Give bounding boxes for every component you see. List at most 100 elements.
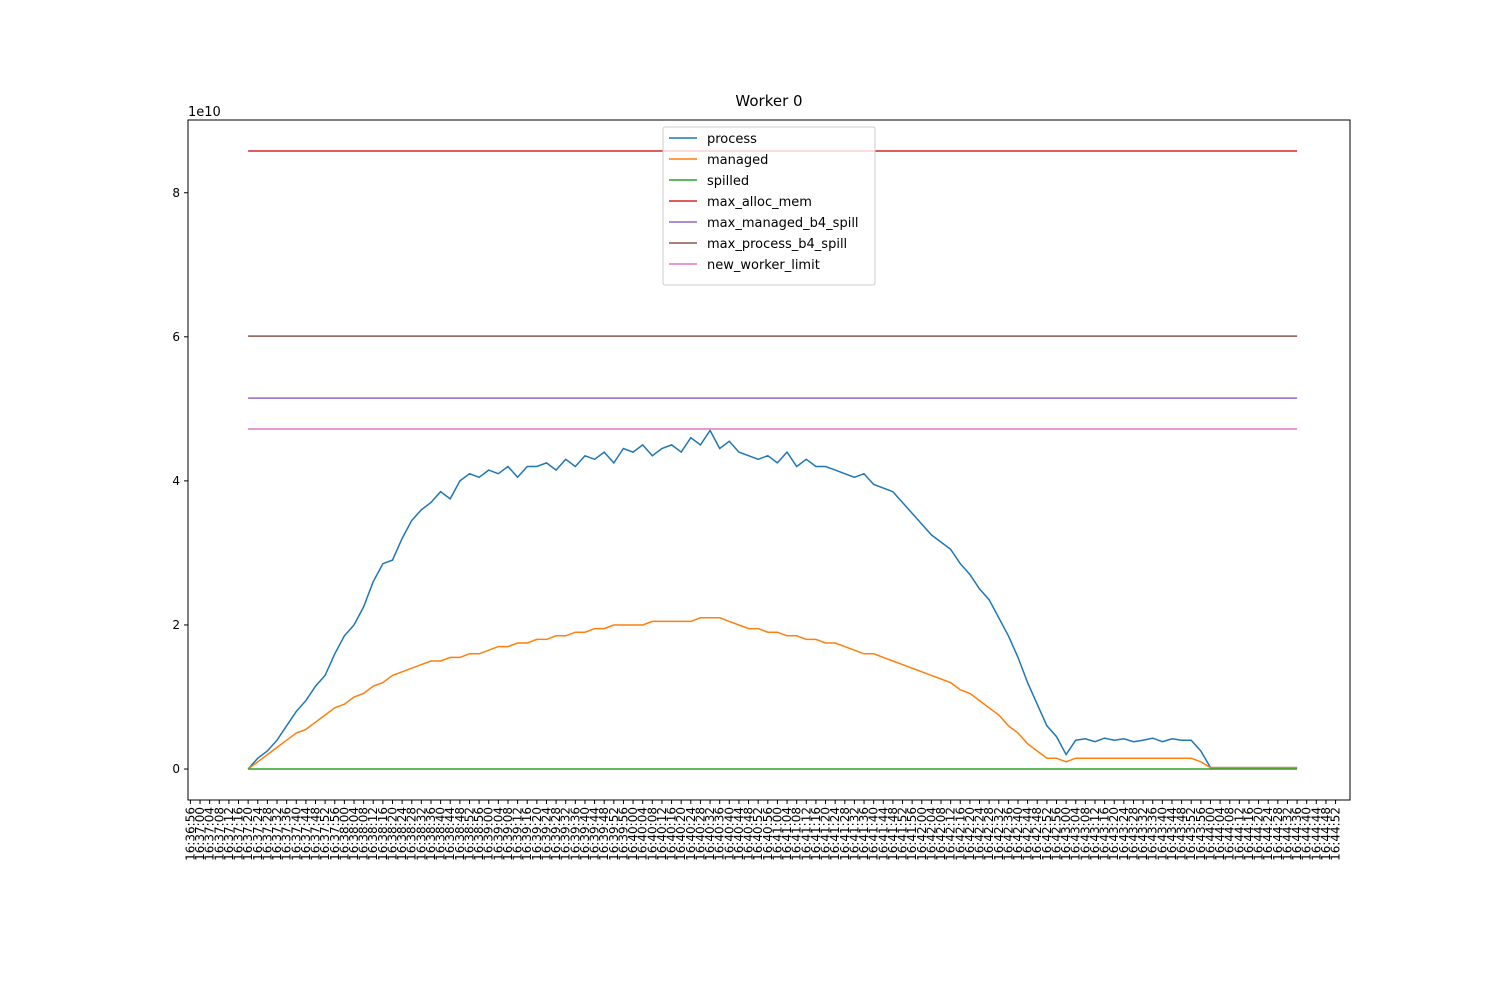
x-tick-label: 16:43:12 — [1088, 807, 1102, 861]
x-tick-label: 16:38:20 — [385, 807, 399, 861]
x-tick-label: 16:40:52 — [751, 807, 765, 861]
x-tick-label: 16:37:44 — [299, 807, 313, 861]
x-tick-label: 16:41:40 — [867, 807, 881, 861]
legend-label: max_alloc_mem — [707, 195, 812, 210]
x-tick-label: 16:37:36 — [280, 807, 294, 861]
x-tick-label: 16:43:36 — [1146, 807, 1160, 861]
x-tick-label: 16:43:04 — [1069, 807, 1083, 861]
x-tick-label: 16:42:00 — [915, 807, 929, 861]
x-tick-label: 16:43:16 — [1098, 807, 1112, 861]
x-tick-label: 16:37:48 — [309, 807, 323, 861]
x-tick-label: 16:43:48 — [1175, 807, 1189, 861]
x-tick-label: 16:40:20 — [674, 807, 688, 861]
x-tick-label: 16:44:28 — [1271, 807, 1285, 861]
x-tick-label: 16:38:32 — [414, 807, 428, 861]
y-tick-label: 4 — [172, 474, 180, 488]
x-tick-label: 16:39:00 — [482, 807, 496, 861]
x-tick-label: 16:44:16 — [1242, 807, 1256, 861]
x-tick-label: 16:39:28 — [549, 807, 563, 861]
x-tick-label: 16:37:56 — [328, 807, 342, 861]
x-tick-label: 16:39:24 — [539, 807, 553, 861]
x-tick-label: 16:39:04 — [491, 807, 505, 861]
x-tick-label: 16:41:24 — [828, 807, 842, 861]
x-tick-label: 16:39:56 — [616, 807, 630, 861]
x-tick-label: 16:36:56 — [183, 807, 197, 861]
x-tick-label: 16:44:32 — [1280, 807, 1294, 861]
x-tick-label: 16:41:20 — [819, 807, 833, 861]
x-tick-label: 16:44:04 — [1213, 807, 1227, 861]
x-tick-label: 16:39:12 — [511, 807, 525, 861]
legend-label: max_process_b4_spill — [707, 237, 847, 252]
x-tick-label: 16:42:20 — [963, 807, 977, 861]
x-tick-label: 16:41:16 — [809, 807, 823, 861]
x-tick-label: 16:42:36 — [1001, 807, 1015, 861]
x-tick-label: 16:44:48 — [1319, 807, 1333, 861]
x-tick-label: 16:43:52 — [1184, 807, 1198, 861]
x-tick-label: 16:37:32 — [270, 807, 284, 861]
x-tick-label: 16:41:36 — [857, 807, 871, 861]
x-tick-label: 16:38:40 — [434, 807, 448, 861]
x-tick-label: 16:37:16 — [232, 807, 246, 861]
x-tick-label: 16:43:32 — [1136, 807, 1150, 861]
x-tick-label: 16:37:24 — [251, 807, 265, 861]
x-tick-label: 16:41:44 — [876, 807, 890, 861]
legend-label: managed — [707, 153, 768, 168]
x-tick-label: 16:42:40 — [1011, 807, 1025, 861]
x-tick-label: 16:44:44 — [1309, 807, 1323, 861]
x-tick-label: 16:42:44 — [1021, 807, 1035, 861]
legend-label: new_worker_limit — [707, 258, 820, 273]
x-tick-label: 16:38:48 — [453, 807, 467, 861]
x-tick-label: 16:39:48 — [597, 807, 611, 861]
x-tick-label: 16:43:56 — [1194, 807, 1208, 861]
chart-title: Worker 0 — [735, 92, 802, 110]
y-offset-label: 1e10 — [188, 105, 221, 120]
x-tick-label: 16:40:04 — [636, 807, 650, 861]
x-tick-label: 16:40:28 — [693, 807, 707, 861]
x-tick-label: 16:37:00 — [193, 807, 207, 861]
x-tick-label: 16:43:40 — [1155, 807, 1169, 861]
x-tick-label: 16:39:44 — [588, 807, 602, 861]
x-tick-label: 16:38:52 — [462, 807, 476, 861]
x-tick-label: 16:41:52 — [896, 807, 910, 861]
x-tick-label: 16:42:24 — [973, 807, 987, 861]
x-tick-label: 16:43:24 — [1117, 807, 1131, 861]
x-tick-label: 16:40:56 — [761, 807, 775, 861]
x-tick-label: 16:37:28 — [260, 807, 274, 861]
x-tick-label: 16:38:12 — [366, 807, 380, 861]
x-tick-label: 16:40:40 — [722, 807, 736, 861]
x-tick-label: 16:43:00 — [1059, 807, 1073, 861]
x-tick-label: 16:40:24 — [684, 807, 698, 861]
x-tick-label: 16:38:36 — [424, 807, 438, 861]
x-tick-label: 16:42:16 — [953, 807, 967, 861]
x-tick-label: 16:38:44 — [443, 807, 457, 861]
x-tick-label: 16:39:16 — [520, 807, 534, 861]
legend-label: max_managed_b4_spill — [707, 216, 859, 231]
legend-label: process — [707, 132, 757, 147]
x-tick-label: 16:38:04 — [347, 807, 361, 861]
x-tick-label: 16:38:08 — [357, 807, 371, 861]
x-tick-label: 16:41:56 — [905, 807, 919, 861]
x-tick-label: 16:43:28 — [1126, 807, 1140, 861]
x-tick-label: 16:44:52 — [1329, 807, 1343, 861]
x-tick-label: 16:41:04 — [780, 807, 794, 861]
x-tick-label: 16:38:28 — [405, 807, 419, 861]
x-tick-label: 16:38:24 — [395, 807, 409, 861]
x-tick-label: 16:39:52 — [607, 807, 621, 861]
x-tick-label: 16:44:00 — [1203, 807, 1217, 861]
x-tick-label: 16:43:20 — [1107, 807, 1121, 861]
x-tick-label: 16:41:12 — [799, 807, 813, 861]
x-tick-label: 16:40:32 — [703, 807, 717, 861]
x-tick-label: 16:42:04 — [924, 807, 938, 861]
y-tick-label: 2 — [172, 618, 180, 632]
x-tick-label: 16:44:12 — [1232, 807, 1246, 861]
x-tick-label: 16:39:08 — [501, 807, 515, 861]
x-tick-label: 16:39:20 — [530, 807, 544, 861]
y-tick-label: 0 — [172, 762, 180, 776]
x-tick-label: 16:42:48 — [1030, 807, 1044, 861]
x-tick-label: 16:40:08 — [645, 807, 659, 861]
x-tick-label: 16:42:28 — [982, 807, 996, 861]
x-tick-label: 16:37:40 — [289, 807, 303, 861]
legend-box — [662, 126, 876, 286]
x-tick-label: 16:41:32 — [847, 807, 861, 861]
x-tick-label: 16:41:08 — [790, 807, 804, 861]
